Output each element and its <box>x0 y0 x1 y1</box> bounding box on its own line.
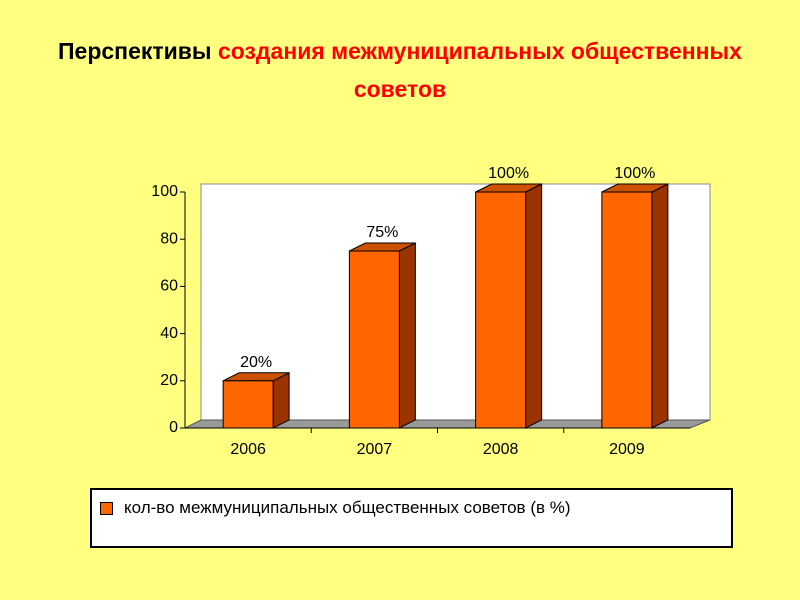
x-tick-label: 2006 <box>230 441 266 458</box>
value-label: 20% <box>240 354 272 371</box>
y-tick-label: 60 <box>160 278 178 295</box>
x-tick-label: 2008 <box>483 441 519 458</box>
legend-label: кол-во межмуниципальных общественных сов… <box>124 498 571 517</box>
y-tick-label: 0 <box>169 419 178 436</box>
title-part: Перспективы <box>58 38 212 64</box>
y-tick-label: 20 <box>160 372 178 389</box>
bar-side <box>398 242 416 429</box>
value-label: 75% <box>366 224 398 241</box>
bar <box>348 250 400 429</box>
legend: кол-во межмуниципальных общественных сов… <box>90 488 733 548</box>
x-tick-label: 2009 <box>609 441 645 458</box>
y-tick-label: 80 <box>160 230 178 247</box>
bar <box>475 191 527 429</box>
bar-side <box>272 371 290 429</box>
bar <box>222 380 274 429</box>
slide-title: Перспективы создания межмуниципальных об… <box>40 32 760 108</box>
y-tick-label: 100 <box>151 183 178 200</box>
title-part: создания межмуниципальных общественных с… <box>217 38 742 102</box>
x-tick-label: 2007 <box>357 441 393 458</box>
value-label: 100% <box>488 165 529 182</box>
bar <box>601 191 653 429</box>
bar-side <box>651 183 669 429</box>
bar-side <box>525 183 543 429</box>
value-label: 100% <box>614 165 655 182</box>
y-tick-label: 40 <box>160 325 178 342</box>
legend-key <box>100 502 113 515</box>
